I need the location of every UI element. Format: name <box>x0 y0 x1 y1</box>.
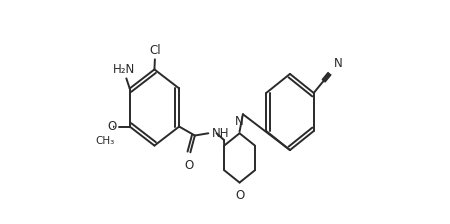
Text: H₂N: H₂N <box>113 63 135 76</box>
Text: O: O <box>107 120 116 133</box>
Text: Cl: Cl <box>150 44 162 57</box>
Text: N: N <box>235 115 244 128</box>
Text: O: O <box>235 189 244 202</box>
Text: CH₃: CH₃ <box>95 136 115 146</box>
Text: NH: NH <box>212 127 229 140</box>
Text: O: O <box>184 159 194 172</box>
Text: N: N <box>334 57 342 70</box>
